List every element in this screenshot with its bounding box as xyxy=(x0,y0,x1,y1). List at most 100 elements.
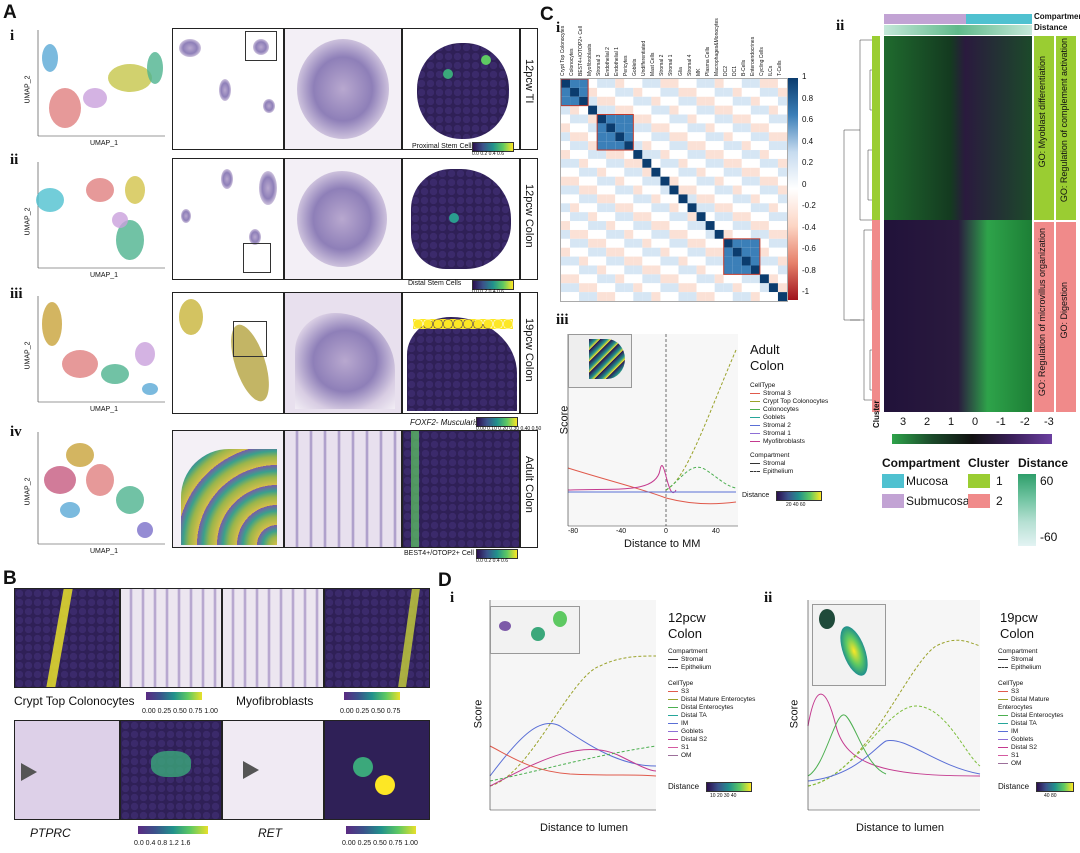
corr-cell xyxy=(561,221,571,230)
b-ticks-crypt: 0.00 0.25 0.50 0.75 1.00 xyxy=(142,708,218,715)
corr-col-label: MK xyxy=(695,68,702,77)
legend-distance-60: 60 xyxy=(1040,474,1054,488)
legend-item: OM xyxy=(998,760,1080,768)
corr-tick: 0.4 xyxy=(802,136,814,146)
corr-cell xyxy=(759,265,769,275)
corr-cell xyxy=(606,256,616,266)
corr-cell xyxy=(777,132,787,142)
corr-cell xyxy=(759,114,769,124)
he-zoom-i xyxy=(284,28,402,150)
corr-cell xyxy=(624,203,634,213)
d-i-distance-ticks: 10 20 30 40 xyxy=(710,793,737,799)
corr-cell xyxy=(660,141,670,151)
corr-cell xyxy=(741,167,751,177)
corr-cell xyxy=(588,158,598,168)
corr-cell xyxy=(678,123,688,133)
corr-cell xyxy=(579,256,589,266)
corr-cell xyxy=(750,141,760,151)
corr-cell xyxy=(723,158,733,168)
legend-item: Distal S2 xyxy=(668,736,755,744)
colorbar-title-ii: Distal Stem Cells xyxy=(408,280,462,287)
legend-line xyxy=(998,698,1008,700)
corr-col-label: Goblets xyxy=(632,58,639,76)
c-iii-distance-label: Distance xyxy=(742,492,770,499)
corr-cell xyxy=(696,87,706,97)
corr-cell xyxy=(606,229,616,239)
corr-cell xyxy=(669,265,679,275)
legend-text: OM xyxy=(681,752,692,759)
b-title-myo: Myofibroblasts xyxy=(236,694,314,708)
corr-cell xyxy=(624,229,634,239)
corr-colorbar xyxy=(788,78,798,300)
corr-cell xyxy=(561,194,571,204)
corr-col-label: Crypt Top Colonocytes xyxy=(560,25,566,76)
corr-cell xyxy=(759,176,769,186)
legend-submucosa: Submucosa xyxy=(906,494,970,508)
corr-cell xyxy=(606,79,616,88)
colorbar-ticks-iii: 0.00 0.10 0.20 0.30 0.40 0.50 xyxy=(476,426,542,432)
b-colorbar-ret xyxy=(346,826,416,834)
legend-line xyxy=(998,690,1008,692)
corr-cell xyxy=(687,150,697,159)
corr-cell xyxy=(660,87,670,97)
corr-cell xyxy=(606,194,616,204)
corr-cell xyxy=(777,238,787,248)
corr-colorbar-ticks: 1 0.8 0.6 0.4 0.2 0 -0.2 -0.4 -0.6 -0.8 -1 xyxy=(802,72,822,304)
corr-tick: -1 xyxy=(802,287,810,296)
corr-cell xyxy=(624,274,634,284)
corr-cell xyxy=(615,150,625,159)
corr-cell xyxy=(660,114,670,124)
heatmap-header-compartment: Compartment xyxy=(1034,12,1080,21)
corr-cell xyxy=(660,167,670,177)
corr-cell xyxy=(669,238,679,248)
umap-plot-iv: UMAP_2 UMAP_1 xyxy=(20,430,168,558)
corr-cell xyxy=(615,87,625,97)
corr-cell xyxy=(633,247,643,257)
y-axis-label: UMAP_2 xyxy=(24,341,32,370)
corr-col-label: Pericytes xyxy=(623,55,630,76)
legend-title: CellType xyxy=(750,382,776,389)
corr-cell xyxy=(723,167,733,177)
corr-cell xyxy=(570,212,580,222)
legend-line xyxy=(998,730,1008,732)
corr-cell xyxy=(750,158,760,168)
corr-cell xyxy=(615,114,625,124)
corr-col-label: Enteroendocrines xyxy=(749,36,756,76)
corr-cell xyxy=(687,194,697,204)
corr-cell xyxy=(588,96,598,106)
b-he-myo xyxy=(222,588,324,688)
spot-zoom-i xyxy=(402,28,520,150)
corr-cell xyxy=(633,229,643,239)
panel-label-A: A xyxy=(3,2,17,23)
legend-item: IM xyxy=(998,728,1080,736)
slide-overview-ii xyxy=(172,158,284,280)
side-label-box-ii: 12pcw Colon xyxy=(520,158,538,280)
corr-cell xyxy=(597,150,607,159)
corr-cell xyxy=(687,141,697,151)
corr-cell xyxy=(714,141,724,151)
corr-col-label: Mast Cells xyxy=(650,52,657,76)
corr-cell xyxy=(696,265,706,275)
legend-cluster-1: 1 xyxy=(996,474,1003,488)
corr-cell xyxy=(768,79,778,88)
go-term-3: GO: Regulation of microvillus organizati… xyxy=(1037,228,1047,397)
x-axis-label: UMAP_1 xyxy=(90,548,119,555)
legend-item: Distal TA xyxy=(668,712,755,720)
corr-cell xyxy=(705,292,715,301)
corr-cell xyxy=(651,114,661,124)
legend-item: Goblets xyxy=(998,736,1080,744)
corr-cell xyxy=(624,105,634,115)
heat-tick: 0 xyxy=(972,416,979,428)
corr-cell xyxy=(678,283,688,293)
legend-distance-neg60: -60 xyxy=(1040,530,1058,544)
corr-cell xyxy=(561,229,571,239)
legend-line xyxy=(668,706,678,708)
c-iii-legend: CellType Stromal 3 Crypt Top Colonocytes C… xyxy=(750,382,828,476)
corr-cell xyxy=(750,132,760,142)
d-ii-inset xyxy=(812,604,886,686)
corr-block-outline xyxy=(596,114,634,151)
corr-tick: -0.2 xyxy=(802,201,816,210)
corr-cell xyxy=(777,150,787,159)
corr-cell xyxy=(741,79,751,88)
corr-cell xyxy=(678,105,688,115)
